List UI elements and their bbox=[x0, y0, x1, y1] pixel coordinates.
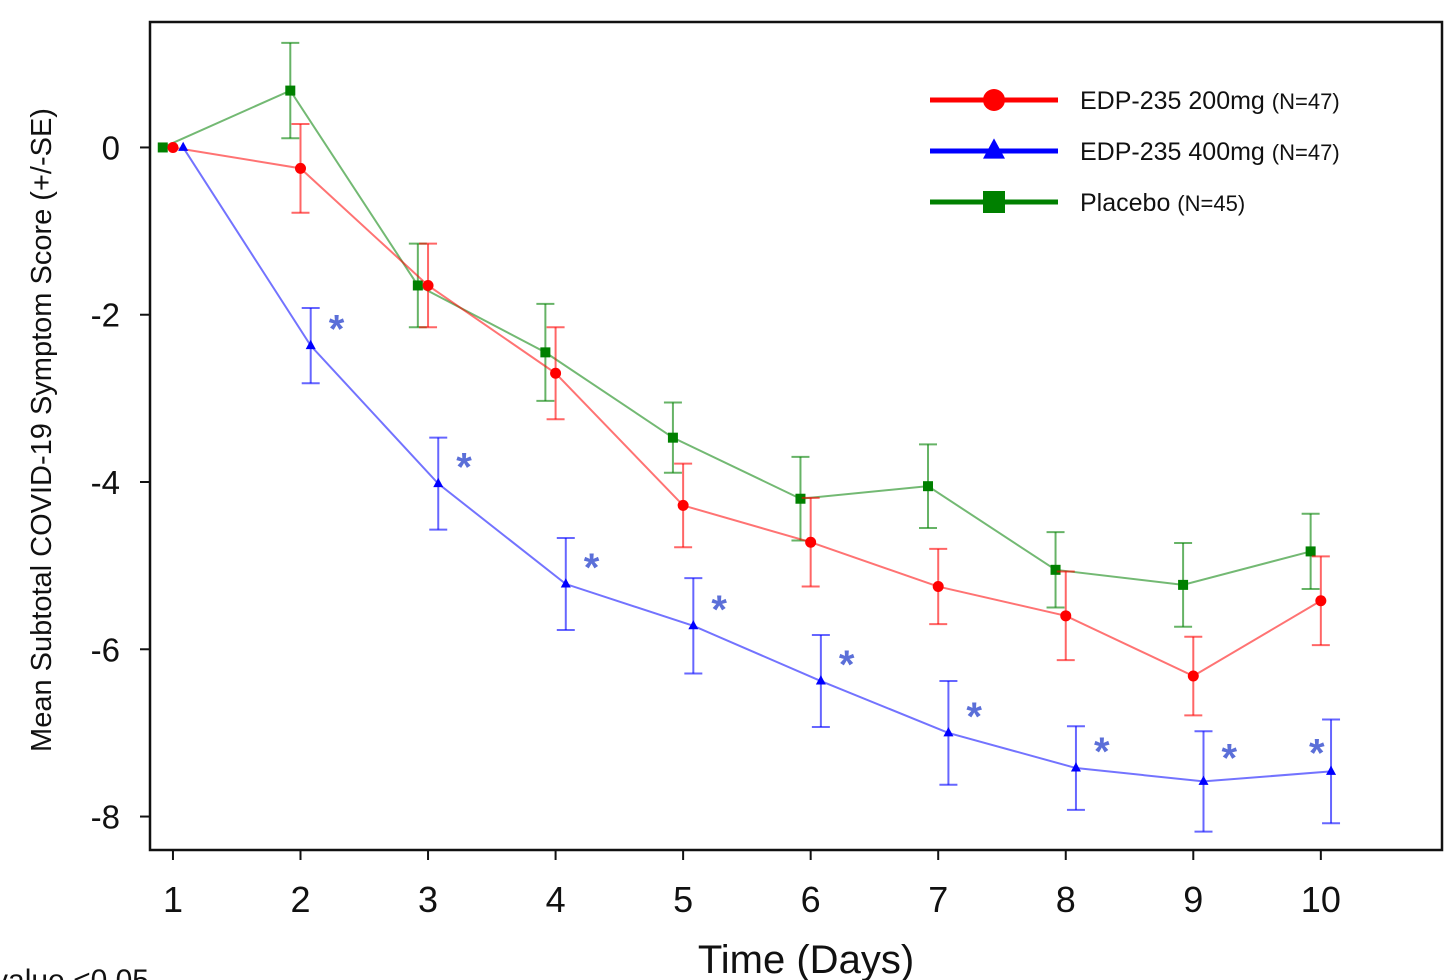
data-point bbox=[667, 432, 678, 443]
series-edp200 bbox=[167, 123, 1330, 717]
significance-star: * bbox=[329, 308, 345, 352]
x-tick-label: 1 bbox=[163, 879, 183, 920]
data-point bbox=[157, 142, 168, 153]
x-tick-label: 3 bbox=[418, 879, 438, 920]
x-tick-label: 6 bbox=[801, 879, 821, 920]
data-point bbox=[677, 499, 689, 511]
y-axis: 0 -2 -4 -6 -8 bbox=[91, 129, 150, 836]
data-point bbox=[1070, 762, 1081, 772]
legend-item-edp200: EDP-235 200mg (N=47) bbox=[930, 87, 1340, 115]
data-point bbox=[1326, 765, 1337, 775]
data-point bbox=[932, 581, 944, 593]
x-tick-label: 2 bbox=[290, 879, 310, 920]
data-point bbox=[560, 578, 571, 588]
legend-n-label: (N=47) bbox=[1272, 89, 1340, 114]
x-tick-label: 10 bbox=[1301, 879, 1341, 920]
significance-markers: * * * * * * * * * bbox=[329, 308, 1325, 781]
x-tick-label: 9 bbox=[1183, 879, 1203, 920]
series-layer bbox=[157, 41, 1341, 833]
series-line bbox=[162, 89, 1311, 586]
data-point bbox=[943, 727, 954, 737]
x-axis-label: Time (Days) bbox=[698, 938, 914, 980]
data-point bbox=[433, 477, 444, 488]
x-axis: 1 2 3 4 5 6 7 8 9 10 bbox=[163, 850, 1341, 920]
y-tick-label: -2 bbox=[91, 297, 120, 334]
significance-star: * bbox=[1309, 731, 1325, 775]
x-tick-label: 7 bbox=[928, 879, 948, 920]
data-point bbox=[422, 279, 434, 291]
data-point bbox=[923, 481, 934, 492]
data-point bbox=[305, 339, 316, 350]
footnote: p value <0.05 bbox=[0, 964, 149, 980]
legend-n-label: (N=45) bbox=[1177, 191, 1245, 216]
data-point bbox=[550, 367, 562, 379]
legend-marker bbox=[983, 89, 1005, 111]
series-line bbox=[172, 146, 1322, 678]
data-point bbox=[285, 85, 296, 96]
data-point bbox=[412, 280, 423, 291]
data-point bbox=[1315, 595, 1327, 607]
data-point bbox=[1178, 579, 1189, 590]
legend-series-name: EDP-235 200mg bbox=[1080, 87, 1272, 115]
series-line bbox=[182, 146, 1332, 783]
legend-label: EDP-235 200mg (N=47) bbox=[1080, 87, 1340, 115]
legend-item-placebo: Placebo (N=45) bbox=[930, 189, 1245, 217]
y-tick-label: 0 bbox=[102, 129, 120, 166]
significance-star: * bbox=[584, 546, 600, 590]
significance-star: * bbox=[456, 446, 472, 490]
legend-series-name: Placebo bbox=[1080, 189, 1177, 217]
data-point bbox=[1060, 610, 1072, 622]
y-tick-label: -8 bbox=[91, 799, 120, 836]
plot-frame bbox=[148, 20, 1444, 852]
y-tick-label: -4 bbox=[91, 464, 120, 501]
legend-n-label: (N=47) bbox=[1272, 140, 1340, 165]
data-point bbox=[795, 493, 806, 504]
data-point bbox=[1305, 546, 1316, 557]
legend-marker bbox=[983, 138, 1005, 159]
significance-star: * bbox=[966, 695, 982, 739]
y-tick-label: -6 bbox=[91, 631, 120, 668]
data-point bbox=[688, 620, 699, 630]
data-point bbox=[815, 675, 826, 685]
legend-label: Placebo (N=45) bbox=[1080, 189, 1245, 217]
x-tick-label: 8 bbox=[1056, 879, 1076, 920]
legend-marker bbox=[983, 191, 1005, 213]
x-tick-label: 5 bbox=[673, 879, 693, 920]
significance-star: * bbox=[839, 643, 855, 687]
significance-star: * bbox=[711, 588, 727, 632]
legend-series-name: EDP-235 400mg bbox=[1080, 138, 1272, 166]
data-point bbox=[178, 141, 189, 151]
legend-label: EDP-235 400mg (N=47) bbox=[1080, 138, 1340, 166]
data-point bbox=[540, 347, 551, 358]
data-point bbox=[294, 162, 306, 174]
data-point bbox=[1050, 564, 1061, 575]
data-point bbox=[167, 141, 179, 153]
data-point bbox=[1198, 775, 1209, 785]
data-point bbox=[1187, 670, 1199, 682]
series-edp400 bbox=[178, 141, 1341, 833]
y-axis-label: Mean Subtotal COVID-19 Symptom Score (+/… bbox=[26, 108, 58, 752]
x-tick-label: 4 bbox=[546, 879, 566, 920]
data-point bbox=[805, 536, 817, 548]
legend: EDP-235 200mg (N=47)EDP-235 400mg (N=47)… bbox=[930, 87, 1340, 217]
significance-star: * bbox=[1094, 730, 1110, 774]
significance-star: * bbox=[1221, 736, 1237, 780]
legend-item-edp400: EDP-235 400mg (N=47) bbox=[930, 138, 1340, 166]
